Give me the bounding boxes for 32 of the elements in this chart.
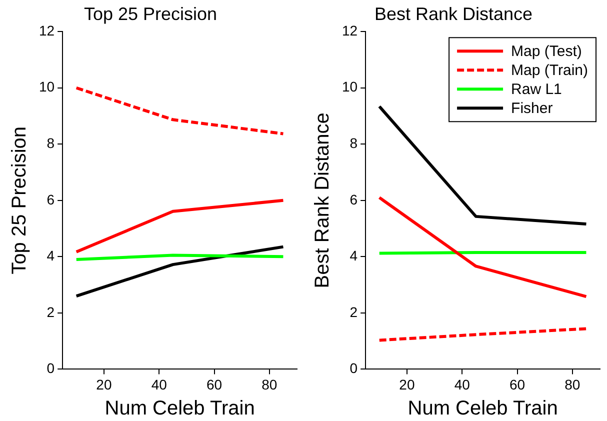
y-axis-title: Top 25 Precision xyxy=(8,126,31,274)
x-tick-label: 40 xyxy=(454,376,470,392)
legend-label: Map (Test) xyxy=(511,43,582,60)
y-tick-label: 8 xyxy=(46,134,55,151)
x-tick-label: 80 xyxy=(564,376,580,392)
x-axis-title: Num Celeb Train xyxy=(104,398,255,420)
y-tick-label: 12 xyxy=(38,22,55,38)
x-tick-label: 20 xyxy=(399,376,415,392)
y-tick-label: 10 xyxy=(342,78,358,95)
x-tick-label: 60 xyxy=(206,376,222,392)
y-tick-label: 4 xyxy=(46,248,55,264)
x-tick-label: 40 xyxy=(151,376,168,392)
legend-label: Map (Train) xyxy=(511,62,588,80)
y-tick-label: 6 xyxy=(46,191,55,208)
y-tick-label: 12 xyxy=(342,22,358,38)
y-tick-label: 6 xyxy=(350,191,358,208)
y-tick-label: 4 xyxy=(350,248,358,264)
x-tick-label: 20 xyxy=(96,376,112,392)
y-tick-label: 2 xyxy=(350,304,358,320)
legend-label: Raw L1 xyxy=(511,81,562,98)
x-tick-label: 80 xyxy=(262,376,278,392)
y-tick-label: 2 xyxy=(46,304,55,320)
chart-title: Top 25 Precision xyxy=(84,4,218,24)
x-tick-label: 60 xyxy=(509,376,526,392)
y-tick-label: 0 xyxy=(350,360,358,376)
x-axis-title: Num Celeb Train xyxy=(408,398,558,420)
legend-label: Fisher xyxy=(511,100,553,118)
y-tick-label: 0 xyxy=(46,360,55,376)
y-tick-label: 10 xyxy=(38,78,55,95)
y-axis-title: Best Rank Distance xyxy=(312,112,334,288)
chart-title: Best Rank Distance xyxy=(374,4,533,24)
y-tick-label: 8 xyxy=(350,134,358,151)
